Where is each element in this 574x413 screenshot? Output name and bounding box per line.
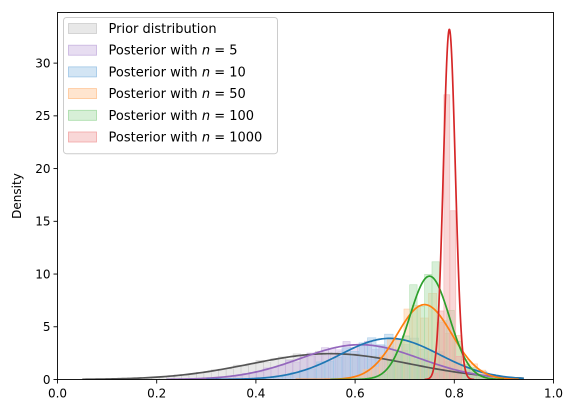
- legend-swatch: [68, 44, 97, 56]
- legend-label: Posterior with n = 10: [109, 65, 246, 80]
- series-2-bar: [333, 356, 343, 380]
- y-tick-label: 10: [35, 267, 50, 281]
- x-tick-label: 0.0: [48, 387, 67, 401]
- x-axis: 0.0 0.2 0.4 0.6 0.8 1.0: [48, 379, 563, 401]
- series-3-bar: [452, 335, 462, 380]
- y-tick-label: 25: [35, 109, 50, 123]
- y-tick-label: 20: [35, 162, 50, 176]
- legend-label: Posterior with n = 5: [109, 44, 238, 59]
- x-tick-label: 0.8: [445, 387, 464, 401]
- y-axis-label: Density: [10, 173, 24, 219]
- series-0-kde-line: [82, 352, 524, 380]
- series-2-bar: [307, 368, 317, 380]
- legend-label: Posterior with n = 100: [109, 109, 255, 124]
- y-tick-label: 5: [43, 320, 51, 334]
- histogram-layer: [106, 94, 525, 380]
- series-5-bar: [449, 210, 457, 380]
- series-1-kde-line: [166, 343, 519, 380]
- legend-swatch: [68, 88, 97, 99]
- y-tick-label: 30: [35, 56, 50, 70]
- x-tick-label: 0.4: [246, 387, 265, 401]
- legend-swatch: [68, 66, 97, 78]
- series-0-histogram: [106, 350, 525, 380]
- legend-swatch: [68, 23, 97, 34]
- x-tick-label: 0.2: [147, 387, 166, 401]
- legend-swatch: [68, 109, 97, 121]
- y-axis: 0 5 10 15 20 25 30: [35, 56, 58, 387]
- legend-label: Posterior with n = 1000: [109, 131, 263, 146]
- legend-label: Prior distribution: [109, 22, 217, 37]
- series-5-kde-line: [423, 28, 475, 380]
- legend-label: Posterior with n = 50: [109, 87, 246, 102]
- series-4-bar: [416, 306, 425, 380]
- series-4-bar: [401, 335, 410, 380]
- y-tick-label: 15: [35, 215, 50, 229]
- x-tick-label: 0.6: [346, 387, 365, 401]
- series-4-bar: [424, 274, 433, 380]
- series-2-bar: [324, 360, 334, 380]
- legend: Prior distribution Posterior with n = 5 Po…: [63, 17, 278, 155]
- legend-swatch: [68, 131, 97, 143]
- series-5-histogram: [431, 94, 463, 380]
- legend-frame: [63, 17, 278, 155]
- plot-frame: [57, 12, 554, 380]
- x-tick-label: 1.0: [544, 387, 563, 401]
- series-5-bar: [455, 355, 463, 380]
- y-tick-label: 0: [43, 373, 51, 387]
